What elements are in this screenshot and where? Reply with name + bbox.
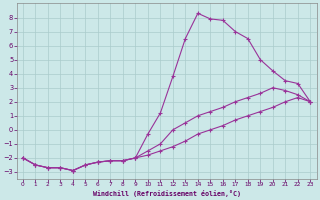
X-axis label: Windchill (Refroidissement éolien,°C): Windchill (Refroidissement éolien,°C) (92, 190, 241, 197)
